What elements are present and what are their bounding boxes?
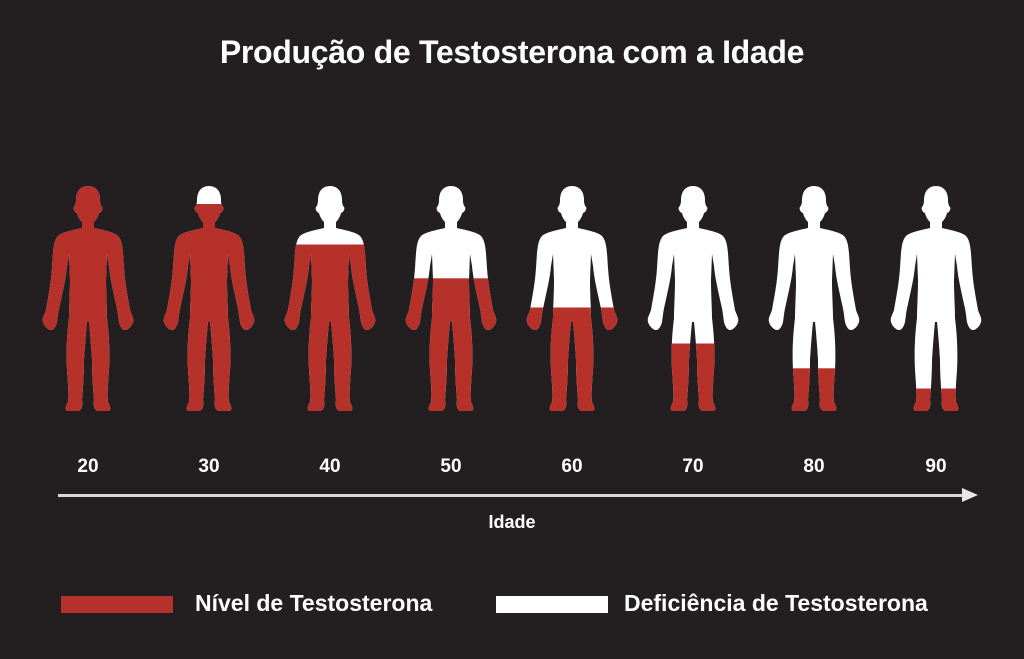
human-figure-50 [405, 184, 497, 414]
human-figure-20 [42, 184, 134, 414]
human-figure-80 [768, 184, 860, 414]
human-figure-90 [890, 184, 982, 414]
age-label-60: 60 [561, 456, 583, 477]
age-label-20: 20 [77, 456, 99, 477]
human-figure-60 [526, 184, 618, 414]
legend-swatch-level [61, 596, 173, 613]
age-label-30: 30 [198, 456, 220, 477]
age-label-50: 50 [440, 456, 462, 477]
age-label-40: 40 [319, 456, 341, 477]
legend-label-deficiency: Deficiência de Testosterona [624, 590, 928, 616]
human-figure-40 [284, 184, 376, 414]
arrow-right-icon [962, 488, 978, 502]
human-figure-70 [647, 184, 739, 414]
x-axis-line [58, 494, 966, 497]
age-label-90: 90 [925, 456, 947, 477]
legend-label-level: Nível de Testosterona [195, 590, 433, 616]
x-axis-label: Idade [488, 512, 536, 532]
chart-title: Produção de Testosterona com a Idade [219, 34, 805, 70]
human-figure-30 [163, 184, 255, 414]
age-label-80: 80 [803, 456, 825, 477]
legend-swatch-deficiency [496, 596, 608, 613]
age-label-70: 70 [682, 456, 704, 477]
